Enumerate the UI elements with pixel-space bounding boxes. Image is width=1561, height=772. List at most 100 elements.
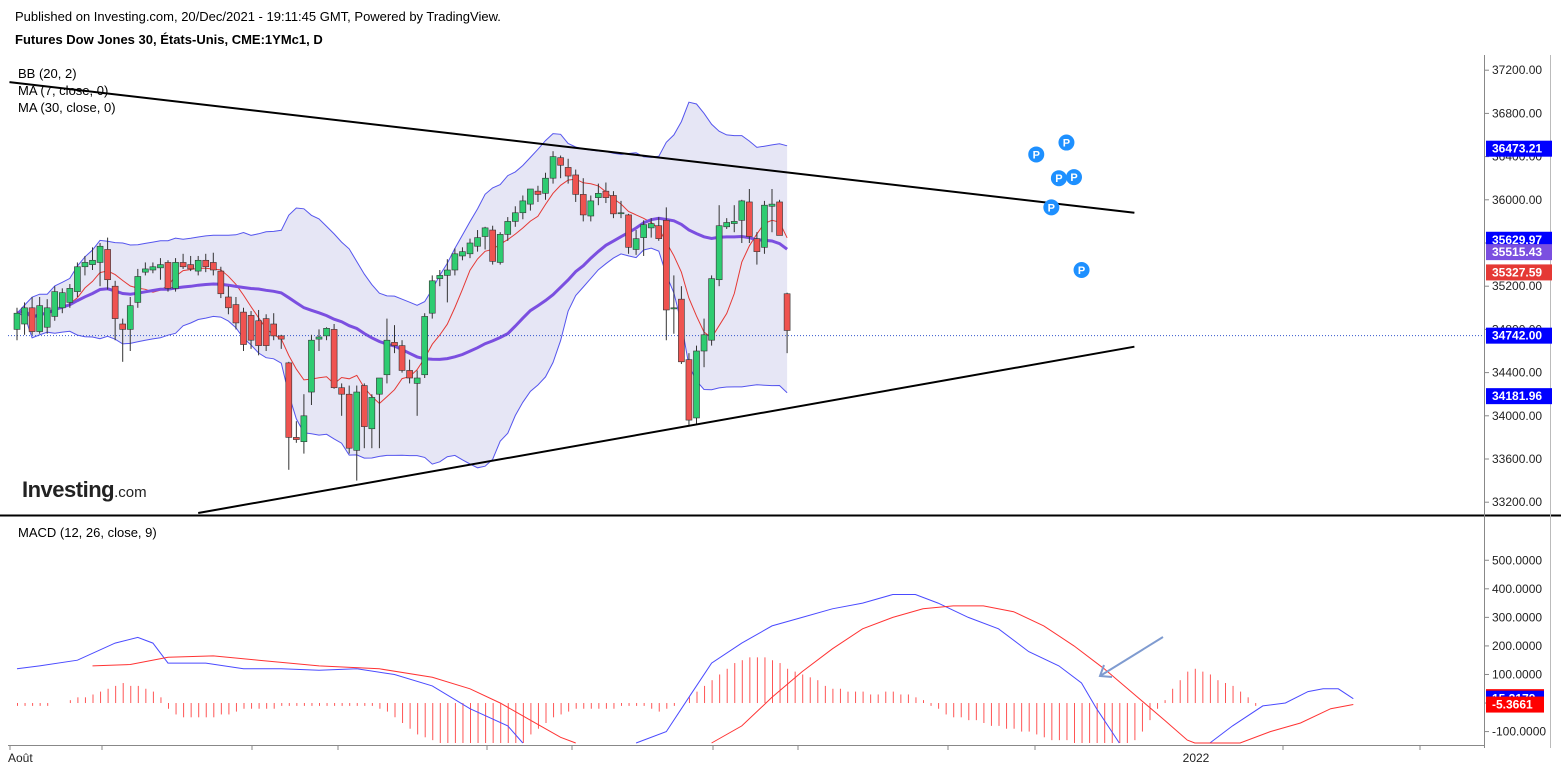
candle-body xyxy=(157,264,164,269)
candle-body xyxy=(353,391,361,451)
candle-body xyxy=(595,193,602,198)
macd-line xyxy=(635,594,1120,744)
svg-text:P: P xyxy=(1033,149,1040,161)
candle-body xyxy=(489,229,496,262)
macd-tag-box xyxy=(1486,696,1544,713)
signal-line xyxy=(711,605,1354,744)
price-tick-label: 36800.00 xyxy=(1492,106,1542,120)
trendline xyxy=(9,81,1135,214)
candle-body xyxy=(708,278,715,341)
candle-body xyxy=(277,335,285,340)
candle-body xyxy=(738,200,746,221)
candle-body xyxy=(225,296,232,309)
candle-body xyxy=(142,268,149,273)
candle-body xyxy=(783,293,791,331)
candle-body xyxy=(28,307,36,332)
candle-body xyxy=(58,292,66,309)
candle-body xyxy=(247,315,255,341)
price-tag-box xyxy=(1486,244,1552,261)
macd-tick-label: -100.0000 xyxy=(1492,725,1546,739)
p-marker-icon: P xyxy=(1050,170,1067,187)
candle-body xyxy=(761,204,768,248)
candle-body xyxy=(119,323,126,330)
candle-body xyxy=(723,222,731,228)
publisher-line: Published on Investing.com, 20/Dec/2021 … xyxy=(15,9,501,24)
candle-body xyxy=(270,323,278,337)
candle-body xyxy=(496,234,504,263)
price-tag-label: 35515.43 xyxy=(1492,245,1542,259)
candle-body xyxy=(285,362,293,438)
macd-tick-label: 100.0000 xyxy=(1492,667,1542,681)
candle-body xyxy=(640,224,647,238)
candle-body xyxy=(678,298,685,363)
candle-body xyxy=(511,212,519,222)
candle-body xyxy=(210,262,217,271)
candle-body xyxy=(111,285,119,319)
candle-body xyxy=(300,415,308,443)
candle-body xyxy=(323,328,330,337)
candle-body xyxy=(662,220,670,311)
candle-body xyxy=(625,214,632,248)
macd-tag-label: -5.3661 xyxy=(1492,698,1533,712)
candle-body xyxy=(126,305,134,330)
candle-body xyxy=(459,251,466,257)
time-label-start: Août xyxy=(8,751,33,765)
price-tag-box xyxy=(1486,140,1552,157)
candle-body xyxy=(572,174,580,195)
candle-body xyxy=(753,238,761,252)
candle-body xyxy=(330,329,338,389)
candle-body xyxy=(179,262,187,268)
macd-pane xyxy=(16,594,1354,744)
price-tag-label: 35629.97 xyxy=(1492,233,1542,247)
candle-body xyxy=(685,359,693,421)
price-tag-box xyxy=(1486,264,1552,281)
candle-body xyxy=(13,312,21,330)
svg-text:P: P xyxy=(1048,202,1055,214)
investing-logo: Investing.com xyxy=(22,477,147,502)
annotation-arrowhead xyxy=(1098,664,1113,678)
candle-body xyxy=(172,262,179,289)
candle-body xyxy=(534,190,542,195)
trendline xyxy=(198,345,1135,514)
candle-body xyxy=(746,201,753,237)
indicator-bb-label: BB (20, 2) xyxy=(18,66,77,81)
candle-body xyxy=(308,339,315,393)
candle-body xyxy=(368,397,376,430)
candle-body xyxy=(421,316,429,376)
macd-tick-label: 500.0000 xyxy=(1492,553,1542,567)
candle-body xyxy=(655,225,663,239)
candle-body xyxy=(376,377,383,395)
macd-line xyxy=(16,636,524,744)
candle-body xyxy=(232,304,240,324)
macd-tick-label: 400.0000 xyxy=(1492,582,1542,596)
time-label-year: 2022 xyxy=(1183,751,1210,765)
candle-body xyxy=(217,270,225,295)
candle-body xyxy=(413,377,421,384)
candle-body xyxy=(391,342,398,346)
candle-body xyxy=(21,307,28,325)
candle-body xyxy=(96,245,104,263)
price-tag-label: 34742.00 xyxy=(1492,329,1542,343)
candle-body xyxy=(74,266,81,292)
p-marker-icon: P xyxy=(1073,262,1090,278)
price-tick-label: 33200.00 xyxy=(1492,495,1542,509)
macd-indicator-label: MACD (12, 26, close, 9) xyxy=(18,525,157,540)
candle-body xyxy=(66,288,74,303)
candle-body xyxy=(36,305,43,332)
svg-text:P: P xyxy=(1070,172,1077,184)
candle-body xyxy=(610,195,617,215)
svg-text:P: P xyxy=(1063,138,1070,150)
bollinger-lower-line xyxy=(16,247,788,469)
candle-body xyxy=(542,177,549,194)
svg-text:P: P xyxy=(1055,173,1062,185)
candle-body xyxy=(564,167,572,177)
candle-body xyxy=(776,201,783,236)
candle-body xyxy=(345,393,353,449)
candle-body xyxy=(164,262,172,289)
candle-body xyxy=(768,203,776,207)
candle-body xyxy=(255,320,262,346)
candle-body xyxy=(632,238,640,250)
candle-body xyxy=(481,227,489,237)
